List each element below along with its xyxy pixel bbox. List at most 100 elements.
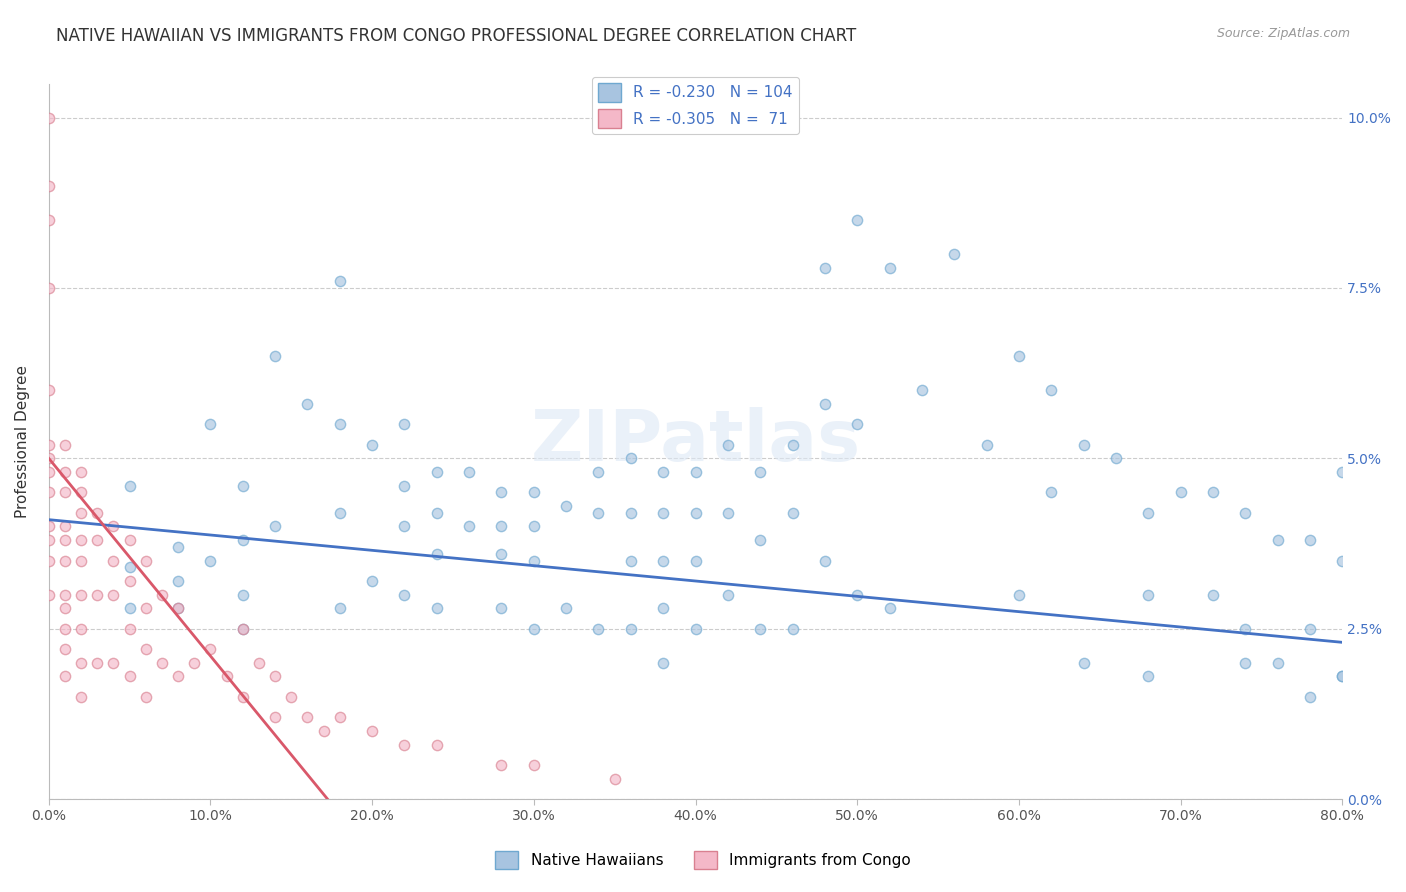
Point (103, 588, 125, 602)
Legend: Native Hawaiians, Immigrants from Congo: Native Hawaiians, Immigrants from Congo (489, 845, 917, 875)
Point (1008, 588, 1031, 602)
Point (232, 622, 254, 636)
Point (1267, 656, 1289, 670)
Point (782, 438, 804, 452)
Point (361, 574, 384, 588)
Point (38, 451, 60, 466)
Point (749, 622, 772, 636)
Point (70, 656, 93, 670)
Point (329, 274, 352, 288)
Point (247, 656, 270, 670)
Point (749, 533, 772, 548)
Point (1299, 622, 1322, 636)
Point (394, 417, 416, 432)
Point (167, 540, 190, 554)
Point (1073, 656, 1095, 670)
Point (53, 588, 76, 602)
Point (523, 485, 546, 500)
Point (814, 397, 837, 411)
Point (70, 533, 93, 548)
Point (53, 669, 76, 683)
Point (717, 588, 740, 602)
Point (38, 383, 60, 397)
Point (394, 478, 416, 492)
Point (53, 519, 76, 533)
Point (1040, 485, 1063, 500)
Point (167, 601, 190, 615)
Point (1331, 669, 1354, 683)
Point (232, 478, 254, 492)
Point (118, 622, 141, 636)
Point (150, 588, 173, 602)
Point (167, 669, 190, 683)
Point (458, 465, 481, 479)
Y-axis label: Professional Degree: Professional Degree (15, 365, 30, 517)
Point (38, 553, 60, 567)
Point (232, 533, 254, 548)
Point (491, 485, 513, 500)
Point (86, 533, 108, 548)
Point (491, 601, 513, 615)
Point (523, 758, 546, 772)
Point (150, 656, 173, 670)
Point (135, 690, 157, 704)
Point (167, 601, 190, 615)
Point (1105, 451, 1128, 466)
Point (555, 601, 578, 615)
Point (1234, 622, 1257, 636)
Point (103, 656, 125, 670)
Point (53, 465, 76, 479)
Point (491, 758, 513, 772)
Point (603, 772, 626, 786)
Point (685, 506, 707, 520)
Point (652, 656, 675, 670)
Point (38, 588, 60, 602)
Point (38, 281, 60, 295)
Point (70, 622, 93, 636)
Point (53, 622, 76, 636)
Point (53, 642, 76, 657)
Point (103, 553, 125, 567)
Point (53, 553, 76, 567)
Point (361, 723, 384, 738)
Point (86, 506, 108, 520)
Point (523, 519, 546, 533)
Point (814, 260, 837, 275)
Point (1202, 485, 1225, 500)
Point (312, 723, 335, 738)
Point (118, 601, 141, 615)
Legend: R = -0.230   N = 104, R = -0.305   N =  71: R = -0.230 N = 104, R = -0.305 N = 71 (592, 77, 799, 134)
Point (86, 656, 108, 670)
Point (329, 417, 352, 432)
Point (426, 547, 449, 561)
Point (329, 506, 352, 520)
Point (1202, 588, 1225, 602)
Point (1234, 656, 1257, 670)
Point (1299, 533, 1322, 548)
Point (38, 533, 60, 548)
Point (1331, 465, 1354, 479)
Point (1137, 669, 1160, 683)
Point (1008, 349, 1031, 363)
Point (620, 506, 643, 520)
Point (1137, 506, 1160, 520)
Point (394, 588, 416, 602)
Point (1137, 588, 1160, 602)
Point (70, 485, 93, 500)
Point (200, 642, 222, 657)
Point (620, 451, 643, 466)
Point (38, 178, 60, 193)
Point (38, 438, 60, 452)
Point (879, 601, 901, 615)
Point (426, 465, 449, 479)
Point (38, 111, 60, 125)
Point (879, 260, 901, 275)
Point (70, 690, 93, 704)
Point (749, 465, 772, 479)
Point (1234, 506, 1257, 520)
Point (717, 506, 740, 520)
Point (118, 533, 141, 548)
Text: Source: ZipAtlas.com: Source: ZipAtlas.com (1216, 27, 1350, 40)
Point (652, 465, 675, 479)
Point (943, 247, 966, 261)
